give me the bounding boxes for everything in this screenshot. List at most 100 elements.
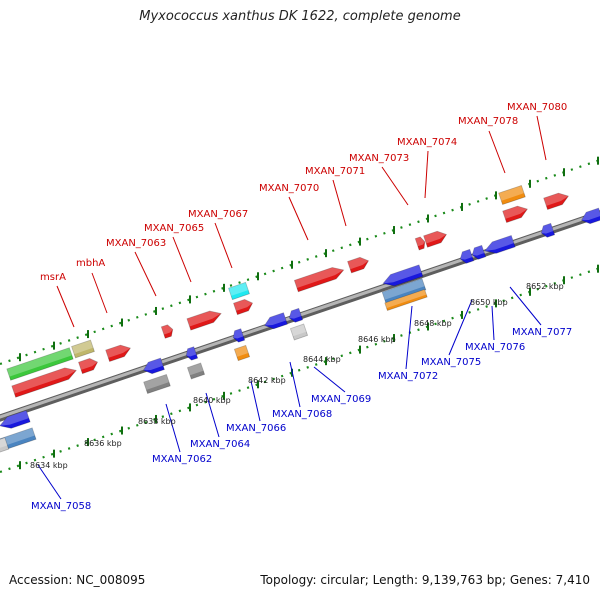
kbp-label: 8652 kbp bbox=[526, 282, 564, 291]
gene-arrow-shine bbox=[161, 324, 173, 335]
leader-line bbox=[289, 361, 301, 408]
gene-arrow-shine bbox=[0, 410, 29, 426]
gene-blue bbox=[288, 307, 304, 323]
leader-line bbox=[205, 392, 220, 438]
gene-label-bottom: MXAN_7069 bbox=[311, 394, 371, 405]
gene-blue bbox=[185, 346, 199, 361]
gene-red bbox=[160, 324, 174, 339]
gene-arrow-shine bbox=[543, 193, 569, 206]
gene-blue bbox=[459, 248, 475, 264]
gene-orange bbox=[498, 184, 526, 206]
gene-arrow-body bbox=[71, 339, 95, 359]
gene-green bbox=[6, 347, 74, 381]
gene-arrow-shine bbox=[502, 206, 528, 219]
upper-tick-track bbox=[0, 158, 600, 366]
gene-blue bbox=[540, 222, 556, 238]
kbp-label: 8642 kbp bbox=[248, 376, 286, 385]
gene-arrow-body bbox=[293, 267, 345, 293]
gene-label-top: MXAN_7067 bbox=[188, 209, 248, 220]
gene-label-top: MXAN_7070 bbox=[259, 183, 319, 194]
gene-arrow-shine bbox=[294, 267, 344, 289]
gene-arrow-body bbox=[580, 207, 600, 225]
gene-blue bbox=[142, 357, 165, 375]
gene-label-bottom: MXAN_7062 bbox=[152, 454, 212, 465]
gene-arrow-shine bbox=[11, 367, 77, 394]
gene-arrow-shine bbox=[228, 282, 249, 296]
gene-label-bottom: MXAN_7058 bbox=[31, 501, 91, 512]
gene-arrow-shine bbox=[233, 328, 244, 339]
gene-arrow-shine bbox=[423, 231, 447, 244]
gene-arrow-shine bbox=[541, 223, 554, 234]
gene-arrow-shine bbox=[415, 236, 425, 247]
gene-label-bottom: MXAN_7077 bbox=[512, 327, 572, 338]
leader-line bbox=[91, 272, 108, 314]
gene-label-top: MXAN_7080 bbox=[507, 102, 567, 113]
gene-red bbox=[502, 205, 529, 224]
gene-arrow-shine bbox=[347, 257, 369, 270]
gene-label-top: MXAN_7071 bbox=[305, 166, 365, 177]
gene-lightgray bbox=[0, 437, 10, 453]
kbp-label: 8644 kbp bbox=[303, 355, 341, 364]
gene-arrow-shine bbox=[233, 299, 253, 311]
gene-lightgray bbox=[289, 323, 309, 341]
leader-line bbox=[488, 130, 506, 174]
gene-arrow-body bbox=[382, 264, 424, 287]
gene-arrow-shine bbox=[234, 345, 249, 357]
kbp-label: 8634 kbp bbox=[30, 461, 68, 470]
accession-text: Accession: NC_008095 bbox=[9, 573, 146, 587]
gene-label-top: MXAN_7074 bbox=[397, 137, 457, 148]
gene-arrow-shine bbox=[187, 363, 204, 376]
gene-label-top: mbhA bbox=[76, 258, 105, 269]
gene-red bbox=[105, 344, 132, 363]
gene-red bbox=[233, 299, 254, 316]
gene-blue bbox=[382, 264, 424, 287]
gene-arrow-shine bbox=[382, 278, 425, 300]
gene-label-bottom: MXAN_7075 bbox=[421, 357, 481, 368]
gene-red bbox=[423, 230, 448, 248]
gene-arrow-body bbox=[160, 324, 174, 339]
gene-cyan bbox=[228, 281, 250, 301]
gene-arrow-shine bbox=[186, 311, 222, 327]
kbp-label: 8650 kbp bbox=[470, 298, 508, 307]
leader-line bbox=[536, 115, 547, 161]
gene-arrow-shine bbox=[71, 340, 94, 355]
genome-info-text: Topology: circular; Length: 9,139,763 bp… bbox=[260, 573, 590, 587]
gene-arrow-body bbox=[471, 244, 487, 260]
leader-line bbox=[405, 305, 413, 370]
kbp-label: 8638 kbp bbox=[138, 417, 176, 426]
leader-line bbox=[381, 166, 409, 206]
leader-line bbox=[288, 196, 309, 241]
gene-arrow-body bbox=[143, 373, 171, 395]
gene-blue bbox=[471, 244, 487, 260]
gene-arrow-body bbox=[11, 367, 77, 398]
gene-gray bbox=[186, 362, 206, 380]
label-leaders bbox=[37, 115, 547, 500]
gene-arrow-body bbox=[233, 344, 251, 362]
gene-red bbox=[186, 310, 222, 331]
gene-arrow-body bbox=[347, 256, 370, 274]
gene-arrow-shine bbox=[0, 427, 35, 447]
gene-red bbox=[347, 256, 370, 274]
gene-label-top: MXAN_7073 bbox=[349, 153, 409, 164]
leader-line bbox=[37, 464, 62, 500]
gene-label-top: MXAN_7078 bbox=[458, 116, 518, 127]
leader-line bbox=[134, 251, 157, 297]
gene-arrow-shine bbox=[290, 324, 307, 337]
leader-line bbox=[165, 403, 181, 453]
gene-arrow-body bbox=[185, 346, 199, 361]
gene-blue bbox=[0, 409, 31, 429]
gene-orange bbox=[384, 288, 428, 312]
gene-label-bottom: MXAN_7072 bbox=[378, 371, 438, 382]
gene-arrow-body bbox=[233, 299, 254, 316]
kbp-tick-tracks bbox=[0, 156, 600, 474]
gene-arrow-body bbox=[6, 347, 74, 381]
gene-arrow-body bbox=[142, 357, 165, 375]
gene-arrow-body bbox=[288, 307, 304, 323]
gene-label-top: MXAN_7065 bbox=[144, 223, 204, 234]
gene-arrow-body bbox=[0, 437, 10, 453]
gene-arrow-shine bbox=[186, 346, 197, 357]
gene-steelblue bbox=[381, 278, 427, 304]
gene-arrow-body bbox=[263, 312, 288, 330]
gene-arrow-shine bbox=[264, 312, 287, 326]
gene-arrow-body bbox=[186, 310, 222, 331]
